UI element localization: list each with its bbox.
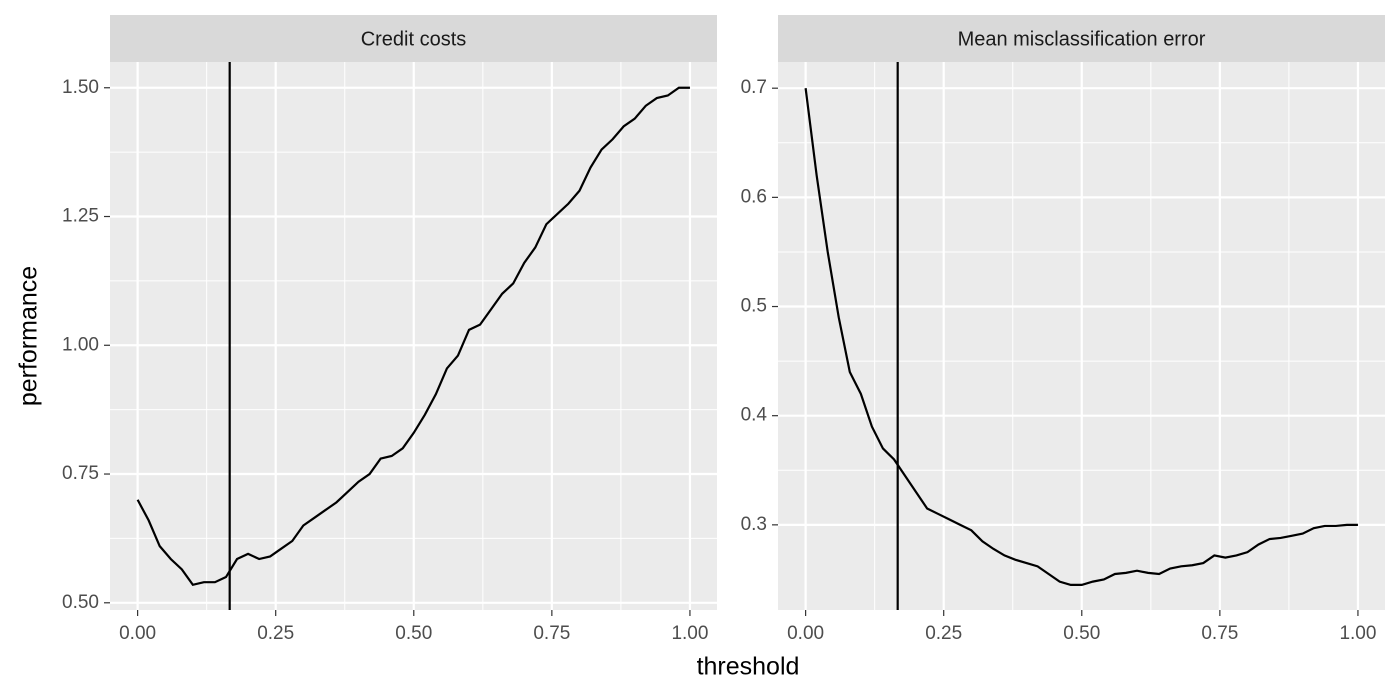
x-tick-label: 0.00 xyxy=(787,623,824,644)
x-axis-title: threshold xyxy=(697,653,800,681)
y-tick-label: 0.50 xyxy=(62,592,99,613)
strip-label: Mean misclassification error xyxy=(958,28,1206,50)
x-tick-label: 1.00 xyxy=(671,623,708,644)
y-tick-label: 0.4 xyxy=(741,405,768,426)
strip-label: Credit costs xyxy=(361,28,467,50)
strip-background xyxy=(110,15,717,62)
y-tick-label: 0.75 xyxy=(62,463,99,484)
y-tick-label: 0.6 xyxy=(741,186,767,207)
x-tick-label: 0.50 xyxy=(395,623,432,644)
y-tick-label: 1.25 xyxy=(62,206,99,227)
x-tick-label: 0.75 xyxy=(533,623,570,644)
x-tick-label: 0.25 xyxy=(925,623,962,644)
x-tick-label: 0.00 xyxy=(119,623,156,644)
x-tick-label: 0.75 xyxy=(1201,623,1238,644)
x-tick-label: 0.25 xyxy=(257,623,294,644)
y-tick-label: 1.50 xyxy=(62,77,99,98)
x-tick-label: 0.50 xyxy=(1063,623,1100,644)
y-tick-label: 0.5 xyxy=(741,296,767,317)
y-tick-label: 1.00 xyxy=(62,334,99,355)
strip-background xyxy=(778,15,1385,62)
y-tick-label: 0.3 xyxy=(741,514,767,535)
x-tick-label: 1.00 xyxy=(1339,623,1376,644)
y-axis-title: performance xyxy=(15,266,43,406)
y-tick-label: 0.7 xyxy=(741,77,767,98)
